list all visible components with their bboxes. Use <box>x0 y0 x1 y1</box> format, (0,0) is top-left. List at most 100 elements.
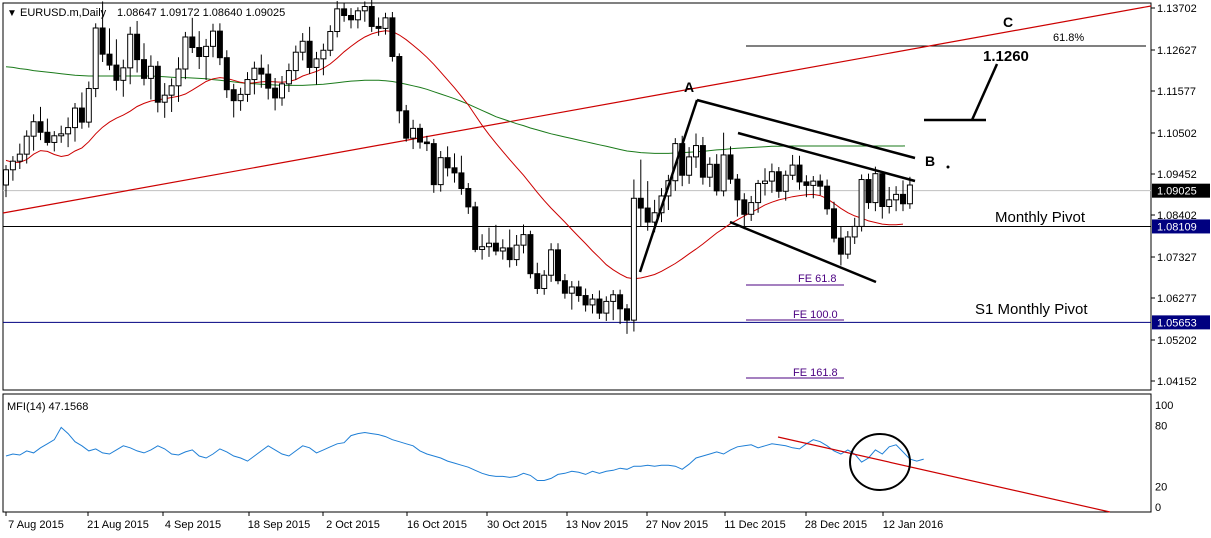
candle-up <box>610 294 617 302</box>
candle-up <box>693 145 699 158</box>
candle-down <box>78 107 85 123</box>
candle-up <box>437 157 444 186</box>
candle-down <box>216 30 223 59</box>
candle-up <box>630 197 637 321</box>
candle-down <box>230 89 237 102</box>
candle-up <box>410 127 417 139</box>
candle-up <box>755 182 762 204</box>
candle-down <box>430 143 437 186</box>
fe-1618-label: FE 161.8 <box>793 367 838 379</box>
date-tick-label: 4 Sep 2015 <box>165 519 221 531</box>
candle-up <box>182 36 189 70</box>
candle-down <box>831 208 837 239</box>
price-tick-label: 1.07327 <box>1157 252 1197 264</box>
candle-down <box>196 47 203 58</box>
date-tick-label: 2 Oct 2015 <box>326 519 380 531</box>
mfi-panel[interactable] <box>2 393 1152 513</box>
candle-down <box>741 199 748 215</box>
ohlc-label: 1.08647 1.09172 1.08640 1.09025 <box>117 7 285 19</box>
price-tick-label: 1.04152 <box>1157 376 1197 388</box>
candle-down <box>727 154 734 180</box>
candle-down <box>306 40 313 68</box>
candle-down <box>141 59 147 79</box>
candle-down <box>37 121 44 133</box>
candle-up <box>279 83 285 99</box>
mfi-tick-label: 100 <box>1155 400 1173 412</box>
candle-up <box>479 246 486 250</box>
price-tick-label: 1.09452 <box>1157 169 1197 181</box>
monthly-pivot-price-box <box>1152 219 1210 234</box>
candle-down <box>348 14 354 21</box>
candle-up <box>51 135 58 143</box>
candle-up <box>285 70 292 85</box>
candle-down <box>492 242 499 252</box>
price-tick-label: 1.11577 <box>1157 86 1196 98</box>
candle-down <box>417 127 423 143</box>
candle-down <box>803 181 810 186</box>
price-layer <box>2 0 1152 379</box>
price-tick-label: 1.05202 <box>1157 335 1197 347</box>
candle-down <box>423 141 430 145</box>
candle-up <box>748 202 755 215</box>
date-tick-label: 28 Dec 2015 <box>805 519 867 531</box>
price-tick-label: 1.06277 <box>1157 293 1197 305</box>
candle-down <box>272 87 279 99</box>
candle-down <box>561 280 568 294</box>
candle-down <box>775 171 782 192</box>
candle-up <box>886 199 893 207</box>
date-tick-label: 7 Aug 2015 <box>8 519 64 531</box>
date-tick-label: 21 Aug 2015 <box>87 519 149 531</box>
fe-100-label: FE 100.0 <box>793 309 838 321</box>
price-panel[interactable] <box>2 2 1152 391</box>
candle-up <box>168 85 175 96</box>
candle-up <box>548 249 555 276</box>
candle-down <box>368 6 375 27</box>
candle-up <box>762 180 768 184</box>
date-tick-label: 27 Nov 2015 <box>646 519 708 531</box>
candle-down <box>596 298 603 314</box>
candle-up <box>499 247 506 252</box>
candle-up <box>603 300 610 314</box>
target-pointer-line <box>970 63 999 121</box>
candle-up <box>872 173 879 204</box>
candle-down <box>458 172 465 190</box>
candle-up <box>9 160 16 171</box>
s1-monthly-pivot-label: S1 Monthly Pivot <box>975 301 1088 318</box>
candle-down <box>154 65 161 103</box>
s1-pivot-price-box <box>1152 315 1210 330</box>
monthly-pivot-label: Monthly Pivot <box>995 209 1086 226</box>
candle-up <box>568 286 575 294</box>
candle-down <box>624 308 630 321</box>
collapse-triangle-icon[interactable]: ▼ <box>7 8 17 19</box>
candle-down <box>900 193 906 205</box>
candle-up <box>299 40 306 53</box>
candle-up <box>486 242 492 248</box>
candle-down <box>44 131 51 143</box>
candle-down <box>258 67 265 75</box>
candle-down <box>189 36 196 49</box>
candle-down <box>403 110 410 139</box>
candle-down <box>465 188 472 208</box>
candle-up <box>541 274 548 290</box>
price-tick-label: 1.08402 <box>1157 210 1197 222</box>
candle-up <box>92 27 99 90</box>
mfi-title: MFI(14) 47.1568 <box>7 401 88 413</box>
date-tick-label: 16 Oct 2015 <box>407 519 467 531</box>
wave-label-a: A <box>684 79 694 95</box>
target-label: 1.1260 <box>983 48 1029 65</box>
candle-up <box>844 236 851 255</box>
candle-down <box>837 237 844 255</box>
wave-label-c: C <box>1003 14 1013 30</box>
candle-down <box>617 294 624 310</box>
candle-up <box>16 153 23 162</box>
candle-down <box>699 145 706 178</box>
date-tick-label: 18 Sep 2015 <box>248 519 310 531</box>
fe-618-label: FE 61.8 <box>798 273 837 285</box>
candle-down <box>575 286 582 297</box>
mfi-trendline <box>777 436 1111 513</box>
candle-down <box>713 163 720 192</box>
candle-up <box>72 107 78 129</box>
date-tick-label: 12 Jan 2016 <box>883 519 944 531</box>
monthly-pivot-price-text: 1.08109 <box>1157 221 1197 233</box>
